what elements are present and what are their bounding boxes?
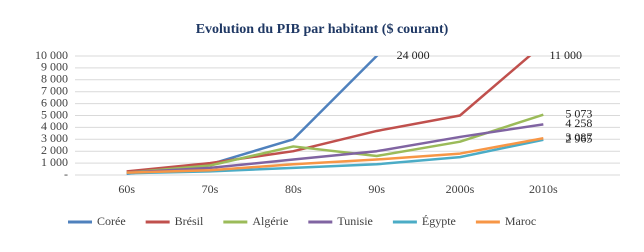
legend-label: Corée	[97, 214, 126, 228]
value-label: 3 087	[565, 130, 592, 144]
y-tick-label: 6 000	[41, 95, 68, 109]
series-line	[126, 56, 532, 173]
x-tick-label: 2010s	[529, 182, 558, 196]
x-tick-label: 90s	[368, 182, 385, 196]
value-label: 4 258	[565, 116, 592, 130]
chart-title: Evolution du PIB par habitant ($ courant…	[196, 22, 449, 37]
value-label: 2 965	[565, 131, 592, 145]
legend-label: Tunisie	[337, 214, 373, 228]
y-tick-label: 2 000	[41, 143, 68, 157]
x-tick-label: 2000s	[446, 182, 475, 196]
x-tick-label: 70s	[202, 182, 219, 196]
x-tick-label: 60s	[118, 182, 135, 196]
x-tick-label: 80s	[285, 182, 302, 196]
y-tick-label: -	[64, 167, 68, 181]
y-tick-label: 10 000	[35, 48, 68, 62]
y-tick-label: 1 000	[41, 155, 68, 169]
y-tick-label: 3 000	[41, 131, 68, 145]
y-tick-label: 5 000	[41, 107, 68, 121]
y-tick-label: 4 000	[41, 119, 68, 133]
value-label: 5 073	[565, 106, 592, 120]
legend-label: Brésil	[175, 214, 204, 228]
y-tick-label: 7 000	[41, 83, 68, 97]
legend-label: Algérie	[252, 214, 288, 228]
series-line	[126, 137, 544, 174]
legend-label: Maroc	[505, 214, 536, 228]
value-label: 11 000	[549, 48, 582, 62]
series-line	[126, 113, 544, 174]
legend-label: Égypte	[422, 214, 456, 228]
y-tick-label: 8 000	[41, 72, 68, 86]
series-line	[126, 123, 544, 174]
value-label: 24 000	[397, 48, 430, 62]
y-tick-label: 9 000	[41, 60, 68, 74]
